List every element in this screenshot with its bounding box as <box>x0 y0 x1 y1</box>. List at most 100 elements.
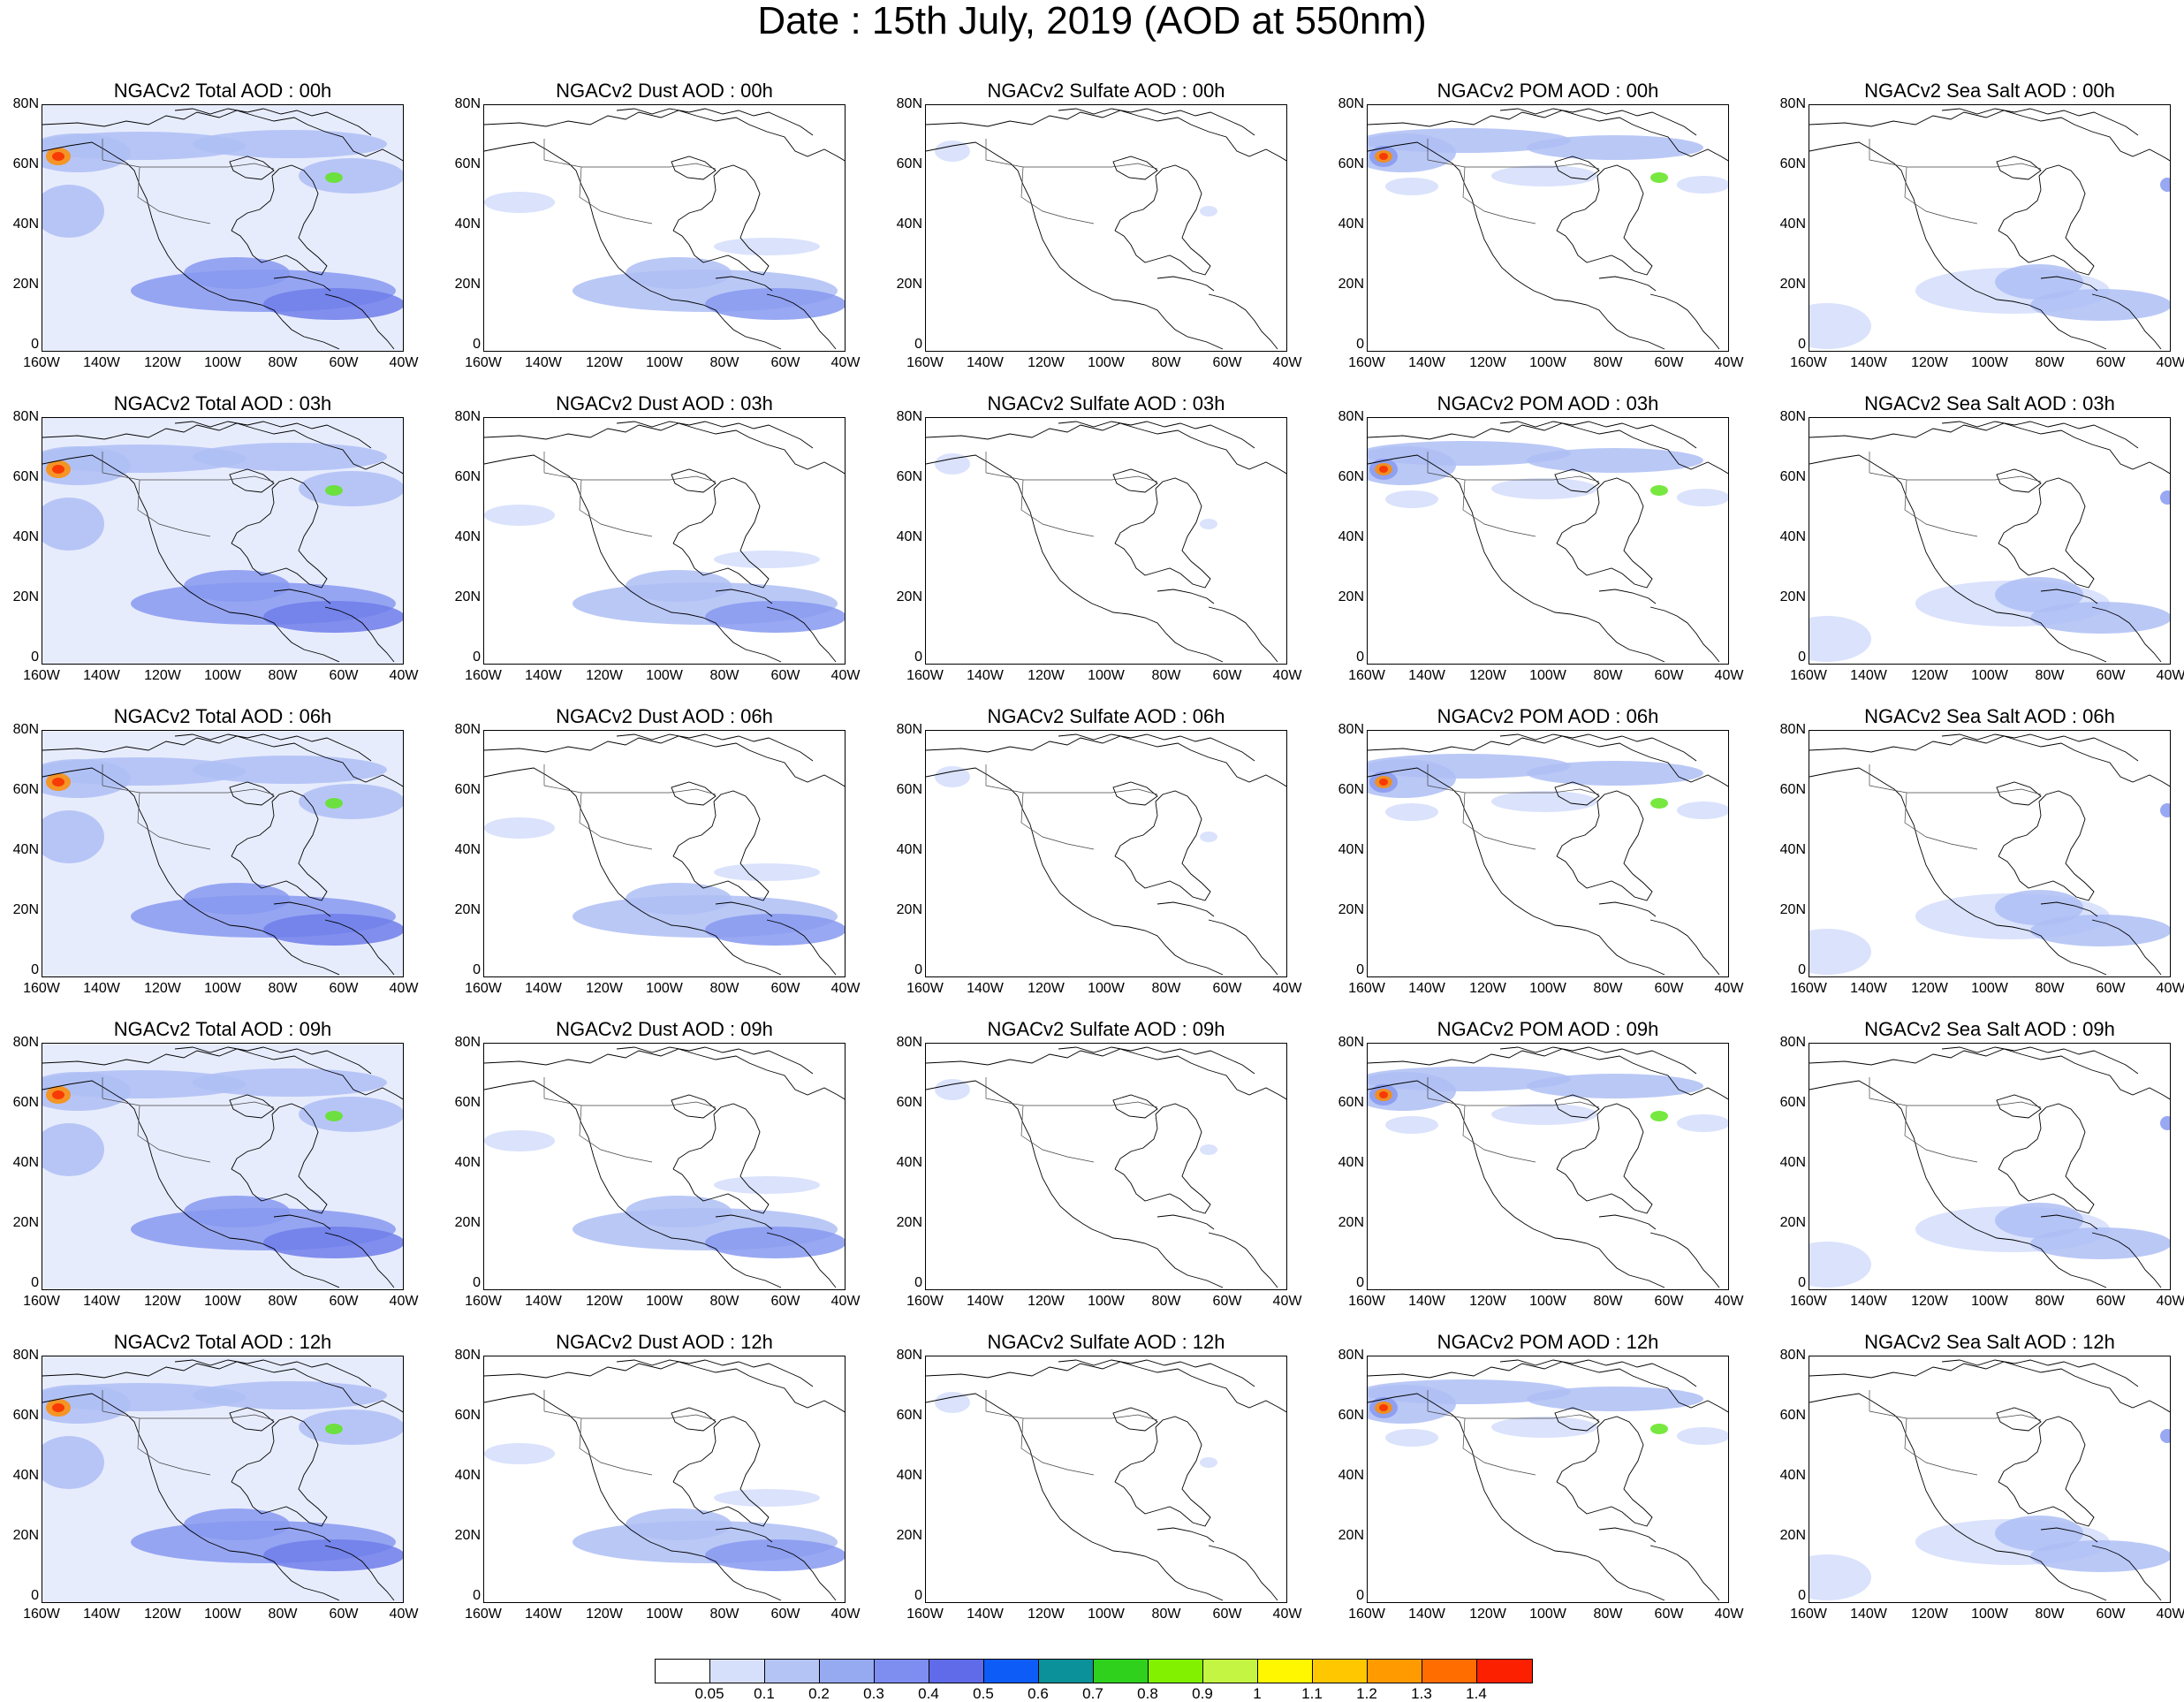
coastline <box>1114 477 1211 589</box>
lat-tick-label: 20N <box>454 1528 481 1543</box>
aod-map <box>484 108 845 350</box>
lat-tick-label: 20N <box>1779 1215 1806 1230</box>
aod-plume <box>714 238 820 255</box>
panel-title: NGACv2 Sea Salt AOD : 12h <box>1864 1331 2115 1353</box>
lon-tick-label: 160W <box>906 355 944 370</box>
map-panel: NGACv2 Sea Salt AOD : 09h 80N 60N 40N 20N 0 16… <box>1767 1017 2184 1318</box>
coastline <box>484 422 845 475</box>
lat-tick-label: 40N <box>1779 529 1806 544</box>
coastline <box>231 790 328 901</box>
colorbar-swatch <box>1368 1660 1422 1683</box>
aod-plume <box>705 914 845 946</box>
lat-tick-label: 80N <box>454 722 481 737</box>
aod-plume <box>1200 206 1217 217</box>
lat-tick-label: 20N <box>454 1215 481 1230</box>
coastline <box>672 1103 770 1214</box>
lon-tick-label: 60W <box>329 355 359 370</box>
map-frame <box>1809 730 2171 977</box>
coastline <box>616 421 814 449</box>
lon-tick-label: 120W <box>586 1294 623 1309</box>
lat-tick-label: 20N <box>12 589 39 604</box>
aod-plume <box>1650 1424 1668 1434</box>
lon-axis: 160W 140W 120W 100W 80W 60W 40W <box>906 981 1314 999</box>
lon-tick-label: 80W <box>268 355 298 370</box>
coastline <box>174 421 372 449</box>
coastline <box>1112 1407 1158 1432</box>
aod-plume <box>299 1097 403 1132</box>
aod-plume <box>1491 791 1597 812</box>
aod-plume <box>52 1403 64 1412</box>
lon-tick-label: 100W <box>646 981 683 996</box>
coastline <box>1112 781 1158 806</box>
lon-tick-label: 140W <box>967 1294 1004 1309</box>
aod-plume <box>2160 803 2170 817</box>
coastline <box>1998 790 2095 901</box>
lon-tick-label: 100W <box>204 1294 241 1309</box>
coastline <box>1368 1393 1665 1601</box>
lon-tick-label: 40W <box>830 355 861 370</box>
map-panel: NGACv2 Sulfate AOD : 03h 80N 60N 40N 20N 0 160… <box>883 391 1325 692</box>
coastline <box>174 108 372 136</box>
aod-plume <box>184 1196 290 1227</box>
lon-tick-label: 160W <box>23 668 60 683</box>
aod-plume <box>2030 289 2170 321</box>
coastline <box>672 488 717 544</box>
lat-tick-label: 80N <box>454 96 481 111</box>
coastline <box>42 735 403 787</box>
lat-axis: 80N 60N 40N 20N 0 <box>883 723 926 977</box>
map-frame <box>42 417 404 665</box>
lat-axis: 80N 60N 40N 20N 0 <box>1325 1349 1368 1603</box>
lat-tick-label: 40N <box>1779 1468 1806 1483</box>
lon-tick-label: 140W <box>967 1607 1004 1622</box>
coastline <box>1941 733 2139 762</box>
coastline <box>1368 141 1665 350</box>
lat-tick-label: 40N <box>896 1468 922 1483</box>
coastline <box>1996 1094 2042 1119</box>
aod-plume <box>1995 890 2083 925</box>
coastline <box>1208 1232 1278 1288</box>
aod-map <box>42 418 403 664</box>
coastline <box>1809 1080 2107 1288</box>
map-frame <box>1809 1356 2171 1603</box>
aod-plume <box>1368 441 1571 466</box>
map-panel: NGACv2 Sea Salt AOD : 03h 80N 60N 40N 20N 0 16… <box>1767 391 2184 692</box>
map-frame <box>1809 417 2171 665</box>
aod-plume <box>193 1068 387 1097</box>
lon-tick-label: 160W <box>465 1294 502 1309</box>
colorbar-label: 1 <box>1253 1685 1262 1702</box>
aod-plume <box>626 1196 732 1227</box>
aod-map <box>42 1356 403 1602</box>
aod-plume <box>705 1227 845 1258</box>
lon-tick-label: 140W <box>83 981 120 996</box>
lat-tick-label: 20N <box>896 277 922 292</box>
coastline <box>1996 1407 2042 1432</box>
lon-tick-label: 160W <box>1790 1607 1827 1622</box>
map-panel: NGACv2 POM AOD : 03h 80N 60N 40N 20N 0 160W 140… <box>1325 391 1767 692</box>
aod-plume <box>705 1539 845 1571</box>
lat-tick-label: 40N <box>1779 1155 1806 1170</box>
panel-title: NGACv2 Total AOD : 06h <box>113 705 332 727</box>
country-border <box>985 764 1158 850</box>
lon-tick-label: 100W <box>1088 981 1125 996</box>
coastline <box>1499 733 1697 762</box>
colorbar-swatch <box>929 1660 984 1683</box>
coastline <box>766 293 837 350</box>
lon-tick-label: 60W <box>2096 668 2126 683</box>
lon-tick-label: 80W <box>2035 981 2065 996</box>
country-border <box>985 1390 1158 1476</box>
coastline <box>1809 767 2107 976</box>
coastline <box>42 1361 403 1413</box>
aod-plume <box>1379 1091 1388 1098</box>
lat-tick-label: 20N <box>1338 277 1364 292</box>
lon-tick-label: 100W <box>1088 1607 1125 1622</box>
coastline <box>1556 1103 1653 1214</box>
coastline <box>1368 110 1728 162</box>
colorbar-label: 0.5 <box>973 1685 994 1702</box>
coastline <box>766 1232 837 1288</box>
lat-tick-label: 20N <box>1779 1528 1806 1543</box>
lon-tick-label: 120W <box>586 668 623 683</box>
lon-axis: 160W 140W 120W 100W 80W 60W 40W <box>1790 1295 2184 1312</box>
lon-tick-label: 60W <box>770 1294 800 1309</box>
aod-plume <box>1527 135 1703 160</box>
country-border <box>985 139 1158 224</box>
